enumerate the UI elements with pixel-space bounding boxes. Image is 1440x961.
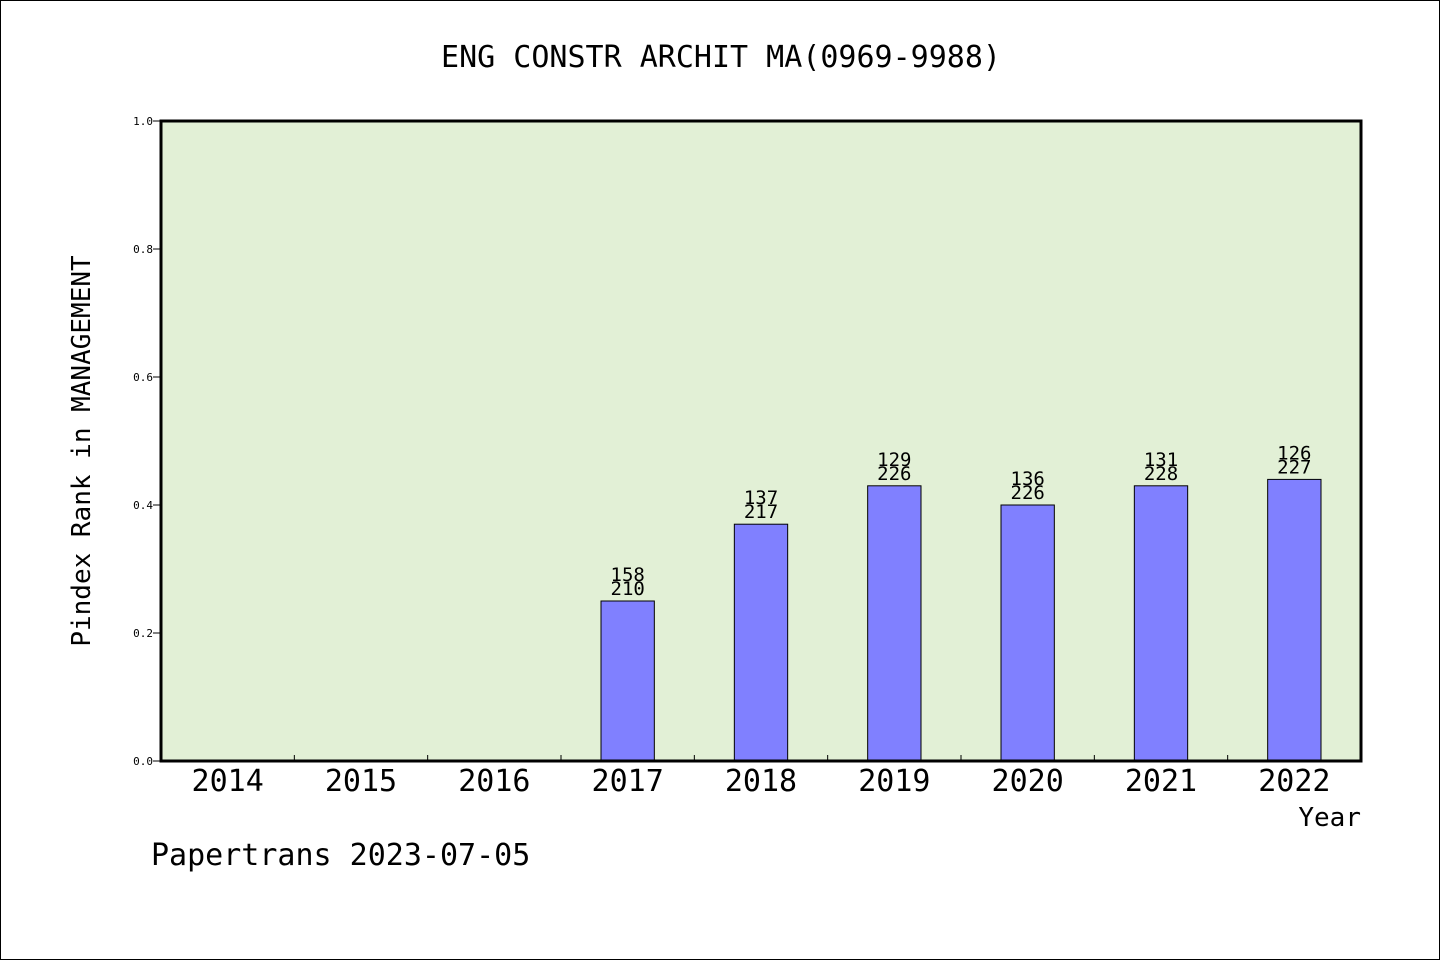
bar-2022 (1267, 478, 1322, 762)
bar-total-label: 217 (744, 501, 778, 523)
bar-2020 (1000, 504, 1055, 762)
x-axis-label: Year (1298, 803, 1361, 833)
bar-rank-label: 158 (611, 564, 645, 586)
y-tick-label: 0.0 (133, 755, 153, 768)
x-tick-label: 2022 (1258, 764, 1330, 799)
bar-total-label: 227 (1277, 456, 1311, 478)
bar-rank-label: 137 (744, 487, 778, 509)
bar-total-label: 226 (877, 463, 911, 485)
bar-rank-label: 131 (1144, 449, 1178, 471)
y-axis-label: Pindex Rank in MANAGEMENT (67, 255, 97, 647)
footer-credit: Papertrans 2023-07-05 (151, 838, 530, 873)
x-tick-label: 2015 (325, 764, 397, 799)
bar-2019 (867, 485, 922, 762)
y-tick-label: 0.4 (133, 499, 153, 512)
bar-total-label: 228 (1144, 463, 1178, 485)
x-axis: 2014 2015 2016 2017 2018 2019 2020 2021 2022 (192, 755, 1330, 799)
x-tick-label: 2021 (1125, 764, 1197, 799)
plot-border (159, 119, 1363, 763)
chart-title: ENG CONSTR ARCHIT MA(0969-9988) (441, 40, 1001, 75)
x-tick-label: 2014 (192, 764, 264, 799)
bar-total-label: 226 (1011, 482, 1045, 504)
bar-2021 (1133, 485, 1189, 762)
bar-2018 (733, 523, 789, 762)
y-tick-label: 0.6 (133, 371, 153, 384)
bar-rank-label: 126 (1277, 442, 1311, 464)
bar-total-label: 210 (611, 578, 645, 600)
bar-rank-label: 136 (1011, 468, 1045, 490)
y-tick-label: 0.2 (133, 627, 153, 640)
y-axis: 0.0 0.2 0.4 0.6 0.8 1.0 (133, 115, 161, 768)
x-tick-label: 2017 (592, 764, 664, 799)
x-tick-label: 2016 (458, 764, 530, 799)
bar-rank-label: 129 (877, 449, 911, 471)
x-tick-label: 2019 (858, 764, 930, 799)
bars (600, 478, 1322, 762)
bar-2017 (600, 600, 655, 762)
y-tick-label: 0.8 (133, 243, 153, 256)
x-tick-label: 2018 (725, 764, 797, 799)
y-tick-label: 1.0 (133, 115, 153, 128)
x-tick-label: 2020 (992, 764, 1064, 799)
